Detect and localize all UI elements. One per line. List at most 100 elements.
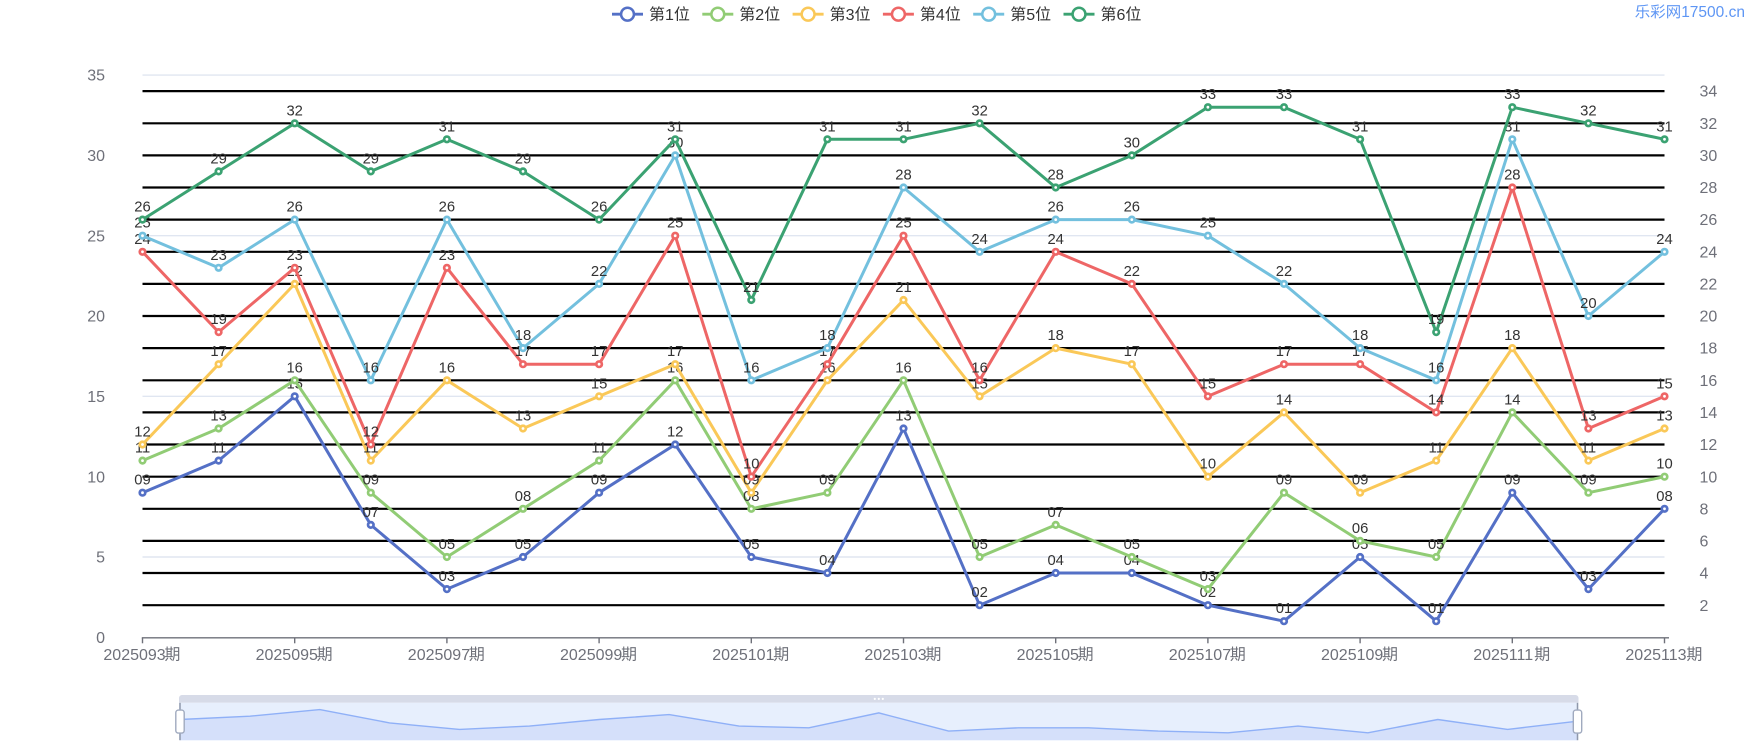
svg-text:2025101: 2025101 [712,647,774,664]
svg-text:09: 09 [134,473,150,489]
svg-text:10: 10 [87,469,105,486]
svg-text:15: 15 [87,389,105,406]
svg-text:16: 16 [895,360,911,376]
svg-text:20: 20 [87,309,105,326]
svg-text:16: 16 [286,360,302,376]
svg-text:31: 31 [1656,119,1672,135]
svg-text:13: 13 [210,409,226,425]
svg-text:2025103: 2025103 [864,647,926,664]
svg-text:16: 16 [363,360,379,376]
svg-text:2025095: 2025095 [256,647,318,664]
svg-text:03: 03 [1200,569,1216,585]
svg-text:15: 15 [1656,376,1672,392]
svg-text:25: 25 [667,216,683,232]
svg-text:17: 17 [515,344,531,360]
svg-text:03: 03 [439,569,455,585]
svg-text:29: 29 [515,151,531,167]
svg-text:19: 19 [210,312,226,328]
svg-text:6: 6 [1117,7,1126,24]
svg-text:09: 09 [1276,473,1292,489]
svg-text:17: 17 [1352,344,1368,360]
svg-text:28: 28 [1504,168,1520,184]
svg-text:33: 33 [1200,87,1216,103]
svg-text:25: 25 [1200,216,1216,232]
svg-text:09: 09 [1580,473,1596,489]
svg-text:01: 01 [1276,601,1292,617]
svg-text:2025109: 2025109 [1321,647,1383,664]
svg-text:13: 13 [515,409,531,425]
svg-text:17: 17 [591,344,607,360]
svg-text:16: 16 [1428,360,1444,376]
svg-text:2025099: 2025099 [560,647,622,664]
svg-text:31: 31 [819,119,835,135]
svg-text:12: 12 [1700,437,1718,454]
svg-text:16: 16 [1700,373,1718,390]
svg-text:25: 25 [895,216,911,232]
svg-text:09: 09 [591,473,607,489]
svg-text:09: 09 [1504,473,1520,489]
svg-text:4: 4 [936,7,945,24]
svg-text:12: 12 [667,425,683,441]
svg-text:18: 18 [1700,341,1718,358]
svg-text:11: 11 [591,441,606,457]
svg-text:18: 18 [819,328,835,344]
svg-text:03: 03 [1580,569,1596,585]
svg-text:16: 16 [743,360,759,376]
svg-text:31: 31 [667,119,683,135]
svg-text:09: 09 [363,473,379,489]
svg-text:20: 20 [1700,309,1718,326]
svg-text:5: 5 [1026,7,1035,24]
svg-text:18: 18 [1352,328,1368,344]
svg-text:11: 11 [1581,441,1596,457]
svg-text:34: 34 [1700,84,1718,101]
svg-text:05: 05 [439,537,455,553]
svg-text:20: 20 [1580,296,1596,312]
svg-text:32: 32 [286,103,302,119]
svg-text:19: 19 [1428,312,1444,328]
svg-text:28: 28 [895,168,911,184]
svg-text:33: 33 [1504,87,1520,103]
svg-text:8: 8 [1700,501,1709,518]
svg-text:31: 31 [1352,119,1368,135]
svg-text:2: 2 [755,7,764,24]
svg-text:05: 05 [515,537,531,553]
svg-text:14: 14 [1700,405,1718,422]
svg-text:24: 24 [1700,244,1718,261]
svg-text:22: 22 [1700,277,1718,294]
svg-text:30: 30 [87,148,105,165]
svg-text:07: 07 [363,505,379,521]
svg-text:05: 05 [743,537,759,553]
svg-text:22: 22 [1276,264,1292,280]
svg-text:15: 15 [1200,376,1216,392]
svg-text:18: 18 [1504,328,1520,344]
svg-text:11: 11 [211,441,226,457]
svg-text:08: 08 [515,489,531,505]
svg-text:01: 01 [1428,601,1444,617]
svg-text:26: 26 [591,200,607,216]
svg-text:08: 08 [1656,489,1672,505]
svg-text:09: 09 [819,473,835,489]
svg-text:17: 17 [819,344,835,360]
svg-text:04: 04 [819,553,835,569]
svg-text:24: 24 [1047,232,1063,248]
svg-text:09: 09 [1352,473,1368,489]
svg-text:2025113: 2025113 [1625,647,1686,664]
svg-text:24: 24 [134,232,150,248]
svg-text:22: 22 [591,264,607,280]
svg-text:17: 17 [667,344,683,360]
svg-text:2025097: 2025097 [408,647,470,664]
svg-text:06: 06 [1352,521,1368,537]
svg-text:32: 32 [1700,116,1718,133]
svg-text:26: 26 [1047,200,1063,216]
svg-text:10: 10 [1656,457,1672,473]
svg-text:12: 12 [134,425,150,441]
svg-text:10: 10 [1200,457,1216,473]
svg-text:26: 26 [1700,212,1718,229]
svg-text:13: 13 [1656,409,1672,425]
svg-text:04: 04 [1047,553,1063,569]
svg-text:13: 13 [1580,409,1596,425]
svg-text:14: 14 [1428,392,1444,408]
svg-text:26: 26 [134,200,150,216]
svg-text:15: 15 [591,376,607,392]
svg-text:35: 35 [87,68,105,85]
